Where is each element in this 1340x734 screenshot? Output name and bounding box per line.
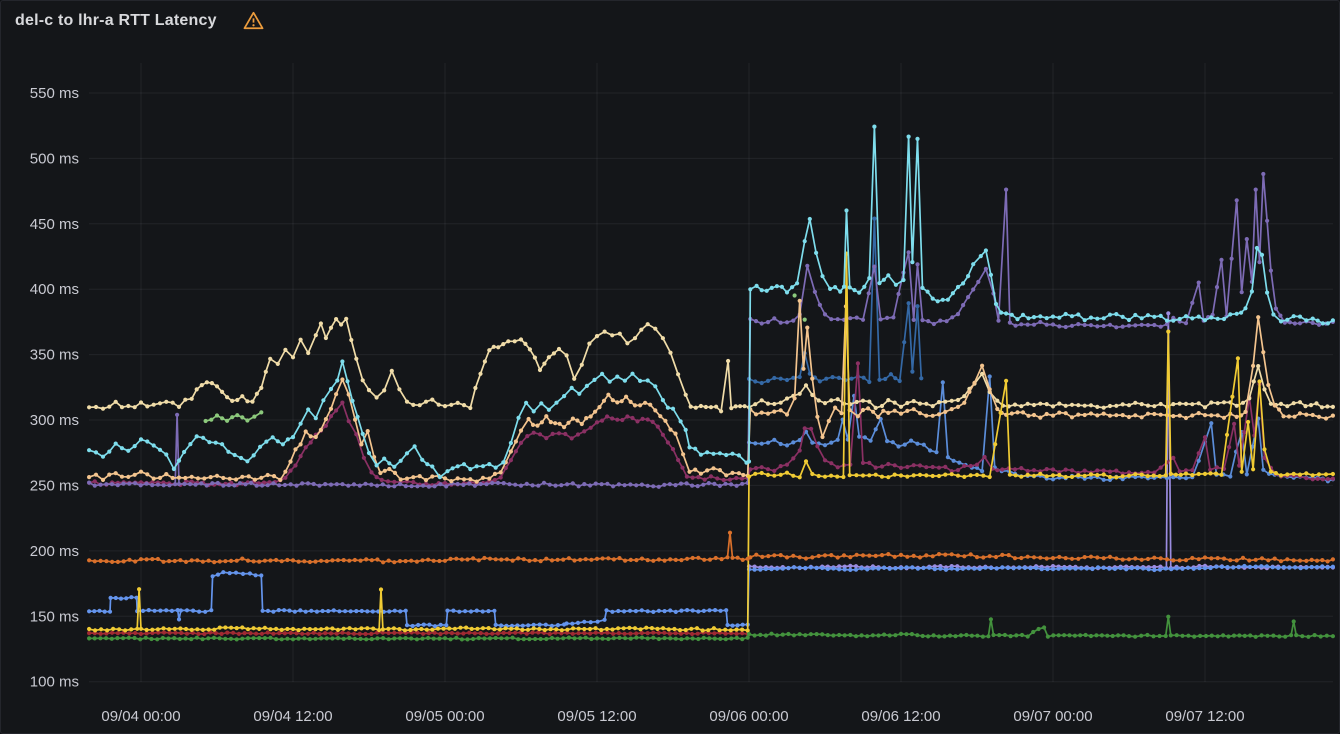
series-cornflower[interactable] <box>87 563 1335 629</box>
y-axis-tick-label: 500 ms <box>30 150 79 167</box>
y-axis-tick-label: 450 ms <box>30 216 79 233</box>
grid-lines <box>89 63 1333 683</box>
y-axis-tick-label: 150 ms <box>30 608 79 625</box>
series-lightgreen[interactable] <box>203 293 807 424</box>
series-wheat[interactable] <box>87 316 1335 414</box>
x-axis-tick-label: 09/05 12:00 <box>557 708 636 725</box>
x-axis-tick-label: 09/07 00:00 <box>1013 708 1092 725</box>
series-cyan[interactable] <box>87 124 1335 480</box>
x-axis-tick-label: 09/05 00:00 <box>405 708 484 725</box>
series-yellow[interactable] <box>87 251 1335 633</box>
x-axis-tick-label: 09/07 12:00 <box>1165 708 1244 725</box>
y-axis-tick-label: 350 ms <box>30 347 79 364</box>
x-axis-tick-label: 09/04 00:00 <box>101 708 180 725</box>
y-axis-tick-label: 300 ms <box>30 412 79 429</box>
y-axis-tick-label: 550 ms <box>30 85 79 102</box>
series-peach[interactable] <box>87 298 1335 484</box>
y-axis-tick-label: 250 ms <box>30 477 79 494</box>
y-axis-tick-label: 100 ms <box>30 674 79 691</box>
series-orange[interactable] <box>87 530 1335 565</box>
series-purple[interactable] <box>87 171 1335 489</box>
y-axis-tick-label: 400 ms <box>30 281 79 298</box>
axis-labels: 550 ms 500 ms 450 ms 400 ms 350 ms 300 ms 250 … <box>30 85 1245 725</box>
panel-title[interactable]: del-c to lhr-a RTT Latency <box>15 11 217 29</box>
x-axis-tick-label: 09/04 12:00 <box>253 708 332 725</box>
panel-header: del-c to lhr-a RTT Latency <box>15 11 264 30</box>
series-green[interactable] <box>87 614 1335 642</box>
warning-icon[interactable] <box>243 11 264 30</box>
x-axis-tick-label: 09/06 00:00 <box>709 708 788 725</box>
y-axis-tick-label: 200 ms <box>30 543 79 560</box>
series-darkred[interactable] <box>87 630 750 637</box>
x-axis-tick-label: 09/06 12:00 <box>861 708 940 725</box>
